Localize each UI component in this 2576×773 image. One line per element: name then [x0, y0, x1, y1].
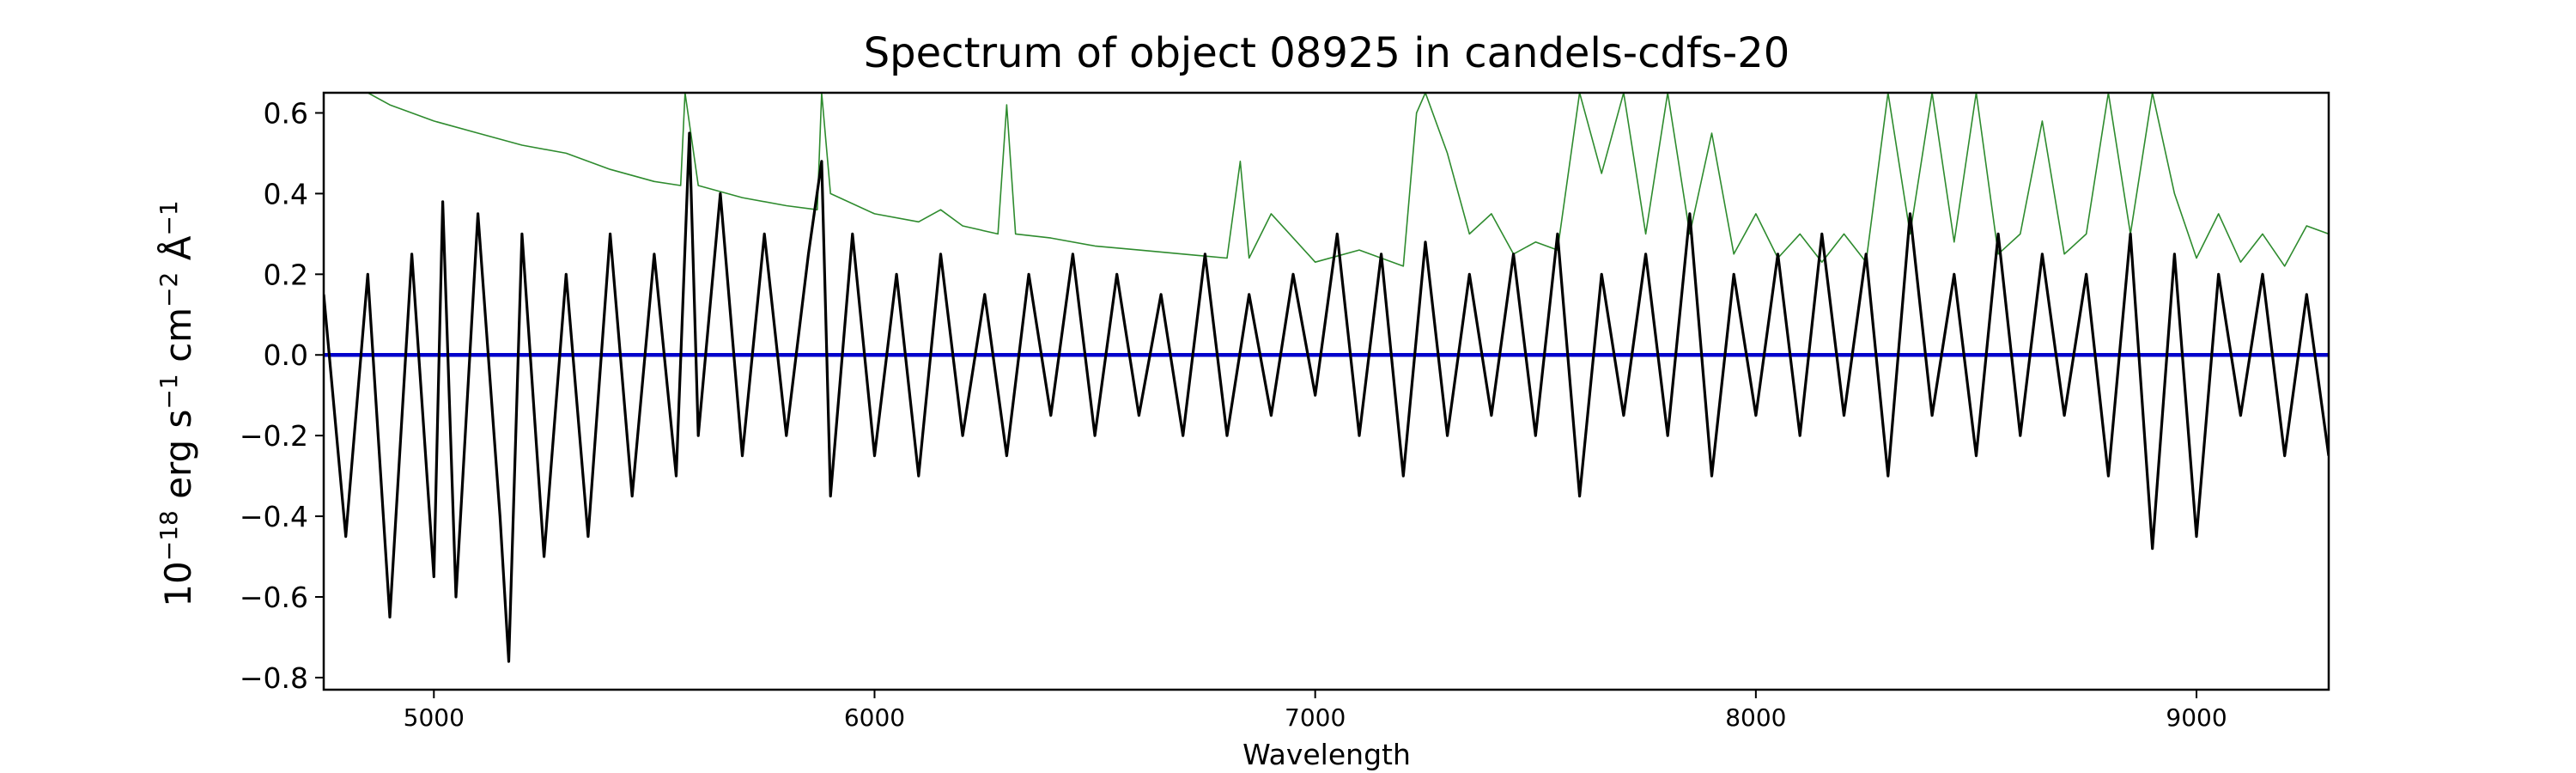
flux-series-line	[324, 131, 2329, 663]
y-tick-label: 0.6	[264, 96, 308, 130]
x-tick-label: 6000	[844, 703, 905, 732]
x-axis-label: Wavelength	[1242, 738, 1411, 771]
ylabel-exp3: −2	[155, 272, 183, 307]
y-tick-label: −0.4	[240, 500, 308, 533]
y-tick-label: 0.2	[264, 258, 308, 291]
x-tick-label: 5000	[404, 703, 465, 732]
error-series-line	[367, 93, 2329, 267]
x-tick-label: 8000	[1725, 703, 1786, 732]
chart-title: Spectrum of object 08925 in candels-cdfs…	[864, 29, 1790, 77]
y-tick-label: 0.4	[264, 177, 308, 210]
ylabel-exp4: −1	[155, 200, 183, 235]
y-tick-label: −0.2	[240, 419, 308, 453]
y-axis-ticks: −0.8 −0.6 −0.4 −0.2 0.0 0.2 0.4 0.6	[240, 96, 324, 695]
series-layer	[324, 93, 2329, 663]
ylabel-unit1: erg s	[157, 410, 199, 511]
y-tick-label: −0.8	[240, 661, 308, 695]
ylabel-unit2: cm	[157, 307, 199, 374]
y-tick-label: 0.0	[264, 338, 308, 372]
ylabel-exp1: −18	[155, 510, 183, 561]
ylabel-unit3: Å	[156, 235, 199, 271]
plot-frame	[322, 91, 2330, 691]
x-tick-label: 7000	[1285, 703, 1346, 732]
y-tick-label: −0.6	[240, 581, 308, 614]
y-axis-label: 10−18 erg s−1 cm−2 Å−1	[155, 200, 199, 606]
ylabel-exp2: −1	[155, 374, 183, 409]
x-axis-ticks: 5000 6000 7000 8000 9000	[404, 690, 2227, 732]
ylabel-prefix: 10	[157, 561, 199, 606]
x-tick-label: 9000	[2166, 703, 2227, 732]
